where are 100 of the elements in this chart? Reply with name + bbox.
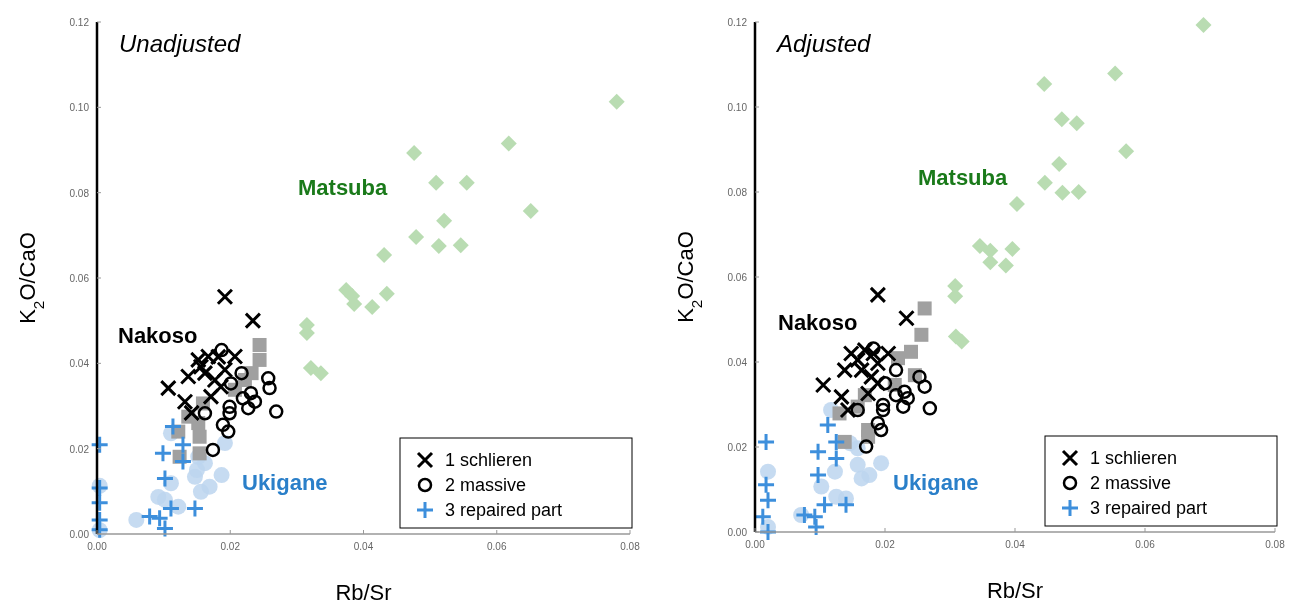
point bbox=[378, 285, 395, 302]
point bbox=[917, 379, 932, 394]
y-tick-label: 0.06 bbox=[727, 272, 748, 283]
point bbox=[866, 341, 881, 356]
point bbox=[826, 463, 843, 480]
point bbox=[608, 93, 625, 110]
y-tick-label: 0.04 bbox=[69, 358, 90, 370]
x-tick-label: 0.00 bbox=[745, 539, 766, 550]
point bbox=[971, 237, 988, 254]
x-tick-label: 0.06 bbox=[487, 541, 507, 552]
point bbox=[161, 498, 181, 518]
point bbox=[1070, 184, 1087, 200]
point bbox=[183, 404, 201, 422]
point bbox=[408, 229, 425, 246]
point bbox=[897, 309, 915, 327]
y-tick-label: 0.08 bbox=[69, 187, 90, 199]
point bbox=[173, 451, 193, 471]
point bbox=[185, 498, 205, 518]
point bbox=[897, 384, 912, 399]
annotation: Ukigane bbox=[893, 470, 979, 495]
point bbox=[895, 399, 911, 414]
x-tick-label: 0.08 bbox=[620, 541, 641, 552]
point bbox=[997, 257, 1014, 274]
point bbox=[197, 406, 213, 421]
y-tick-label: 0.12 bbox=[69, 17, 90, 28]
point bbox=[859, 384, 877, 402]
point bbox=[982, 242, 999, 259]
point bbox=[877, 376, 893, 391]
point bbox=[90, 435, 110, 455]
point bbox=[1195, 16, 1212, 33]
x-axis-title: Rb/Sr bbox=[986, 578, 1044, 603]
point bbox=[243, 385, 259, 401]
legend-label: 3 repaired part bbox=[1090, 498, 1208, 518]
point bbox=[128, 511, 145, 528]
point bbox=[247, 394, 263, 409]
point bbox=[173, 435, 193, 455]
point bbox=[873, 455, 890, 472]
point bbox=[808, 465, 828, 485]
point bbox=[500, 135, 517, 152]
point bbox=[869, 354, 887, 372]
x-tick-label: 0.04 bbox=[1005, 539, 1026, 550]
point bbox=[206, 371, 224, 389]
point bbox=[875, 397, 891, 413]
point bbox=[760, 463, 776, 480]
point bbox=[858, 439, 874, 454]
point bbox=[826, 432, 846, 452]
annotation: Matsuba bbox=[918, 165, 1008, 190]
point bbox=[244, 312, 262, 330]
x-tick-label: 0.00 bbox=[87, 541, 108, 552]
point bbox=[1107, 65, 1124, 82]
point bbox=[430, 238, 447, 254]
point bbox=[90, 493, 110, 513]
legend-label: 3 repaired part bbox=[445, 500, 563, 520]
point bbox=[458, 174, 475, 191]
point bbox=[815, 495, 835, 515]
point bbox=[252, 352, 267, 367]
point bbox=[215, 417, 231, 433]
point bbox=[436, 212, 453, 229]
point bbox=[912, 369, 927, 385]
point bbox=[155, 469, 175, 489]
point bbox=[189, 351, 207, 369]
point bbox=[214, 342, 229, 358]
x-axis-title: Rb/Sr bbox=[335, 580, 392, 605]
point bbox=[202, 388, 220, 406]
point bbox=[849, 351, 867, 369]
point bbox=[900, 390, 915, 406]
point bbox=[813, 478, 830, 495]
point bbox=[192, 429, 207, 444]
point bbox=[806, 517, 826, 537]
point bbox=[794, 505, 814, 525]
point bbox=[205, 442, 221, 458]
point bbox=[212, 378, 230, 396]
point bbox=[1118, 143, 1135, 160]
point bbox=[376, 246, 393, 263]
y-tick-label: 0.08 bbox=[727, 187, 748, 198]
point bbox=[163, 416, 183, 436]
x-tick-label: 0.02 bbox=[875, 539, 896, 550]
legend-label: 2 massive bbox=[1090, 473, 1172, 493]
y-tick-label: 0.06 bbox=[69, 273, 90, 284]
x-tick-label: 0.06 bbox=[1135, 539, 1156, 550]
point bbox=[234, 365, 249, 381]
point bbox=[922, 401, 938, 416]
point bbox=[756, 475, 776, 495]
x-tick-label: 0.08 bbox=[1265, 539, 1286, 550]
y-tick-label: 0.02 bbox=[69, 443, 90, 455]
point bbox=[221, 424, 236, 439]
point bbox=[873, 422, 889, 438]
point bbox=[522, 203, 539, 220]
point bbox=[888, 362, 904, 378]
point bbox=[850, 402, 865, 418]
point bbox=[836, 495, 856, 515]
y-tick-label: 0.10 bbox=[727, 102, 748, 113]
y-tick-label: 0.00 bbox=[69, 529, 90, 540]
point bbox=[982, 254, 999, 271]
point bbox=[268, 404, 284, 419]
point bbox=[826, 448, 846, 468]
y-tick-label: 0.02 bbox=[727, 442, 748, 453]
point bbox=[223, 376, 239, 391]
point bbox=[216, 288, 234, 306]
point bbox=[1036, 174, 1053, 191]
